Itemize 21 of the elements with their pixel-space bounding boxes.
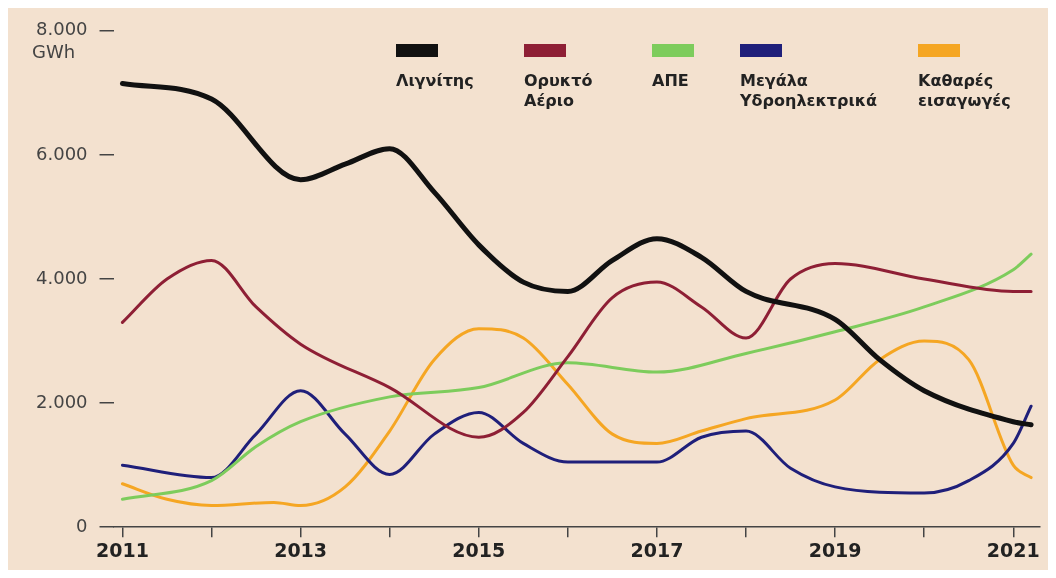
x-tick-label: 2013 — [274, 538, 328, 561]
legend-label: Καθαρές εισαγωγές — [918, 71, 1011, 111]
y-tick-label: 2.000 — [36, 390, 88, 412]
y-axis-title: GWh — [32, 41, 76, 63]
line-series — [120, 258, 1033, 439]
x-tick-label: 2015 — [452, 538, 506, 561]
x-tick-label: 2019 — [808, 538, 862, 561]
legend-label: Μεγάλα Υδροηλεκτρικά — [740, 71, 878, 111]
x-tick-label: 2021 — [986, 538, 1040, 561]
y-tick-label: 4.000 — [36, 266, 88, 288]
legend-label: Λιγνίτης — [396, 71, 475, 91]
y-tick-label: 0 — [76, 514, 88, 536]
line-series — [120, 389, 1033, 495]
legend-label: ΑΠΕ — [652, 71, 690, 91]
x-tick-label: 2011 — [95, 538, 149, 561]
legend-label: Ορυκτό Αέριο — [524, 71, 594, 111]
x-tick-label: 2017 — [630, 538, 684, 561]
line-series — [120, 327, 1033, 507]
line-series — [120, 252, 1033, 501]
y-tick-label: 6.000 — [36, 142, 88, 164]
y-tick-label: 8.000 — [36, 18, 88, 40]
